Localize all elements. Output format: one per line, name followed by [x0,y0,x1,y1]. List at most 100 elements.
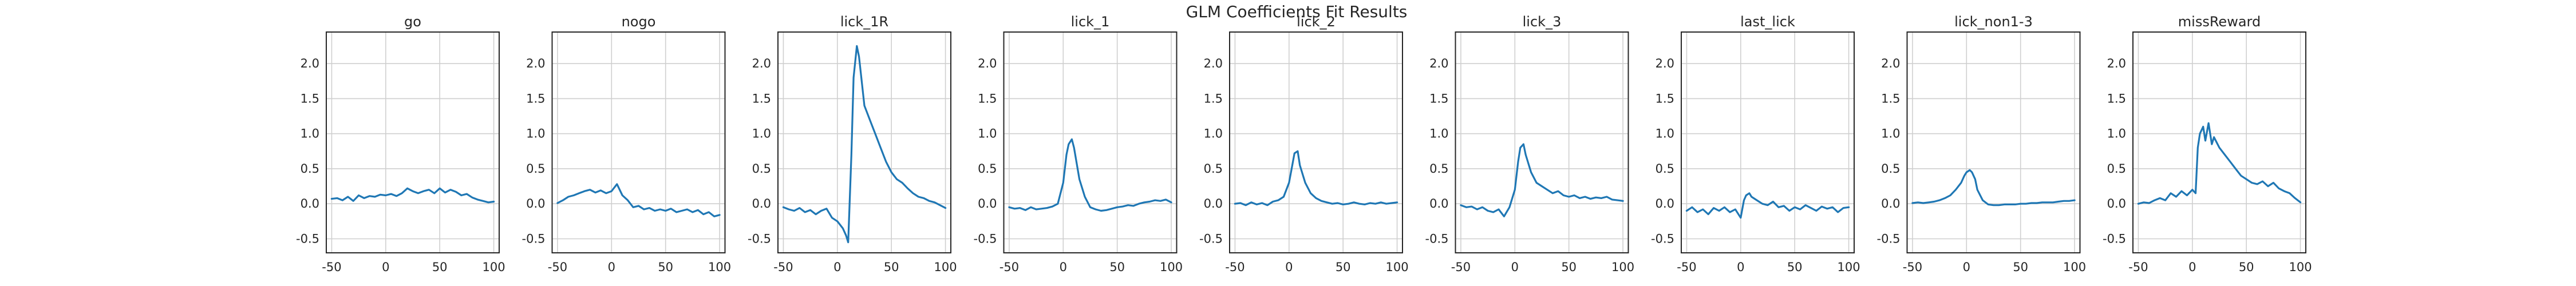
y-tick-label: 2.0 [752,57,771,70]
y-tick-label: -0.5 [1425,232,1449,245]
y-tick-label: 1.5 [978,92,997,105]
x-tick-label: 0 [2188,260,2196,274]
y-tick-label: -0.5 [1199,232,1223,245]
y-tick-label: 0.5 [526,162,545,176]
x-tick-label: -50 [322,260,341,274]
x-tick-label: 50 [658,260,673,274]
x-tick-label: -50 [1451,260,1471,274]
x-tick-label: 100 [1386,260,1409,274]
y-tick-label: 0.0 [1881,197,1900,210]
x-tick-label: -50 [1677,260,1696,274]
y-tick-label: 0.5 [752,162,771,176]
y-tick-label: 2.0 [1881,57,1900,70]
x-tick-label: 0 [1737,260,1744,274]
y-tick-label: 2.0 [1429,57,1448,70]
subplot-panel: -50 0 50 100 -0.5 0.0 0.5 1.0 1.5 2.0 go [296,14,505,274]
y-tick-label: 0.0 [1204,197,1223,210]
y-tick-label: 1.5 [301,92,319,105]
y-tick-label: 0.0 [526,197,545,210]
y-tick-label: -0.5 [1877,232,1901,245]
y-tick-label: 0.0 [1656,197,1674,210]
coefficient-line [2137,122,2302,205]
x-tick-label: 100 [1838,260,1860,274]
y-tick-label: 0.0 [752,197,771,210]
x-tick-label: 0 [382,260,389,274]
subplot-panel: -50 0 50 100 -0.5 0.0 0.5 1.0 1.5 2.0 lick_3 [1425,14,1635,274]
x-tick-label: 50 [1787,260,1803,274]
y-tick-label: 1.0 [1204,127,1223,141]
axes-frame [551,31,726,253]
y-tick-label: 1.5 [2107,92,2126,105]
x-tick-label: 50 [884,260,899,274]
x-tick-label: 100 [2063,260,2086,274]
subplot-title: go [404,14,421,30]
x-tick-label: 0 [1963,260,1970,274]
x-tick-label: -50 [1225,260,1244,274]
coefficient-line [330,187,495,204]
y-tick-label: -0.5 [1651,232,1674,245]
y-tick-label: 0.0 [2107,197,2126,210]
y-tick-label: 1.5 [526,92,545,105]
y-tick-label: 0.5 [1204,162,1223,176]
x-tick-label: 50 [1109,260,1125,274]
subplot-panel: -50 0 50 100 -0.5 0.0 0.5 1.0 1.5 2.0 nogo [522,14,732,274]
coefficient-line [1008,138,1172,212]
x-tick-label: 100 [708,260,731,274]
figure-suptitle: GLM Coefficients Fit Results [1186,2,1408,21]
y-tick-label: 0.5 [978,162,997,176]
x-tick-label: 0 [608,260,615,274]
y-tick-label: -0.5 [974,232,997,245]
coefficient-line [782,45,947,244]
y-tick-label: 0.5 [1656,162,1674,176]
x-tick-label: 50 [2239,260,2254,274]
y-tick-label: 1.0 [1429,127,1448,141]
axes-frame [1455,31,1629,253]
y-tick-label: 1.5 [1881,92,1900,105]
axes-frame [777,31,951,253]
subplot-title: lick_1 [1071,14,1110,30]
subplot-title: lick_2 [1297,14,1336,30]
x-tick-label: -50 [1903,260,1922,274]
subplot-panel: -50 0 50 100 -0.5 0.0 0.5 1.0 1.5 2.0 lick_1 [974,14,1183,274]
y-tick-label: 1.5 [1204,92,1223,105]
y-tick-label: 1.0 [301,127,319,141]
y-tick-label: 0.5 [1429,162,1448,176]
x-tick-label: 100 [934,260,957,274]
coefficient-line [1460,143,1624,217]
x-tick-label: 100 [1160,260,1183,274]
y-tick-label: 0.5 [1881,162,1900,176]
y-tick-label: -0.5 [2103,232,2126,245]
coefficient-line [1685,192,1850,219]
y-tick-label: -0.5 [296,232,319,245]
y-tick-label: 0.0 [978,197,997,210]
y-tick-label: -0.5 [522,232,546,245]
axes-frame [1681,31,1855,253]
coefficient-line [1911,169,2076,206]
axes-frame [1229,31,1403,253]
subplot-panel: -50 0 50 100 -0.5 0.0 0.5 1.0 1.5 2.0 missReward [2103,14,2312,274]
x-tick-label: -50 [999,260,1019,274]
subplot-panel: -50 0 50 100 -0.5 0.0 0.5 1.0 1.5 2.0 lick_2 [1199,14,1409,274]
subplot-panel: -50 0 50 100 -0.5 0.0 0.5 1.0 1.5 2.0 lick_non1-3 [1877,14,2087,274]
subplot-grid: -50 0 50 100 -0.5 0.0 0.5 1.0 1.5 2.0 go -50 0 50 100 -… [296,14,2312,274]
subplot-title: lick_non1-3 [1954,14,2033,30]
y-tick-label: 1.0 [978,127,997,141]
y-tick-label: 2.0 [2107,57,2126,70]
y-tick-label: -0.5 [748,232,771,245]
subplot-panel: -50 0 50 100 -0.5 0.0 0.5 1.0 1.5 2.0 last_lick [1651,14,1860,274]
axes-frame [2132,31,2306,253]
y-tick-label: 1.0 [1881,127,1900,141]
x-tick-label: 0 [833,260,841,274]
y-tick-label: 2.0 [526,57,545,70]
x-tick-label: 100 [1611,260,1634,274]
x-tick-label: 50 [432,260,448,274]
x-tick-label: 0 [1285,260,1293,274]
y-tick-label: 1.5 [752,92,771,105]
subplot-panel: -50 0 50 100 -0.5 0.0 0.5 1.0 1.5 2.0 lick_1R [748,14,957,274]
subplot-title: missReward [2178,14,2261,30]
x-tick-label: -50 [773,260,793,274]
y-tick-label: 1.0 [2107,127,2126,141]
x-tick-label: 100 [483,260,505,274]
y-tick-label: 2.0 [301,57,319,70]
y-tick-label: 2.0 [1204,57,1223,70]
